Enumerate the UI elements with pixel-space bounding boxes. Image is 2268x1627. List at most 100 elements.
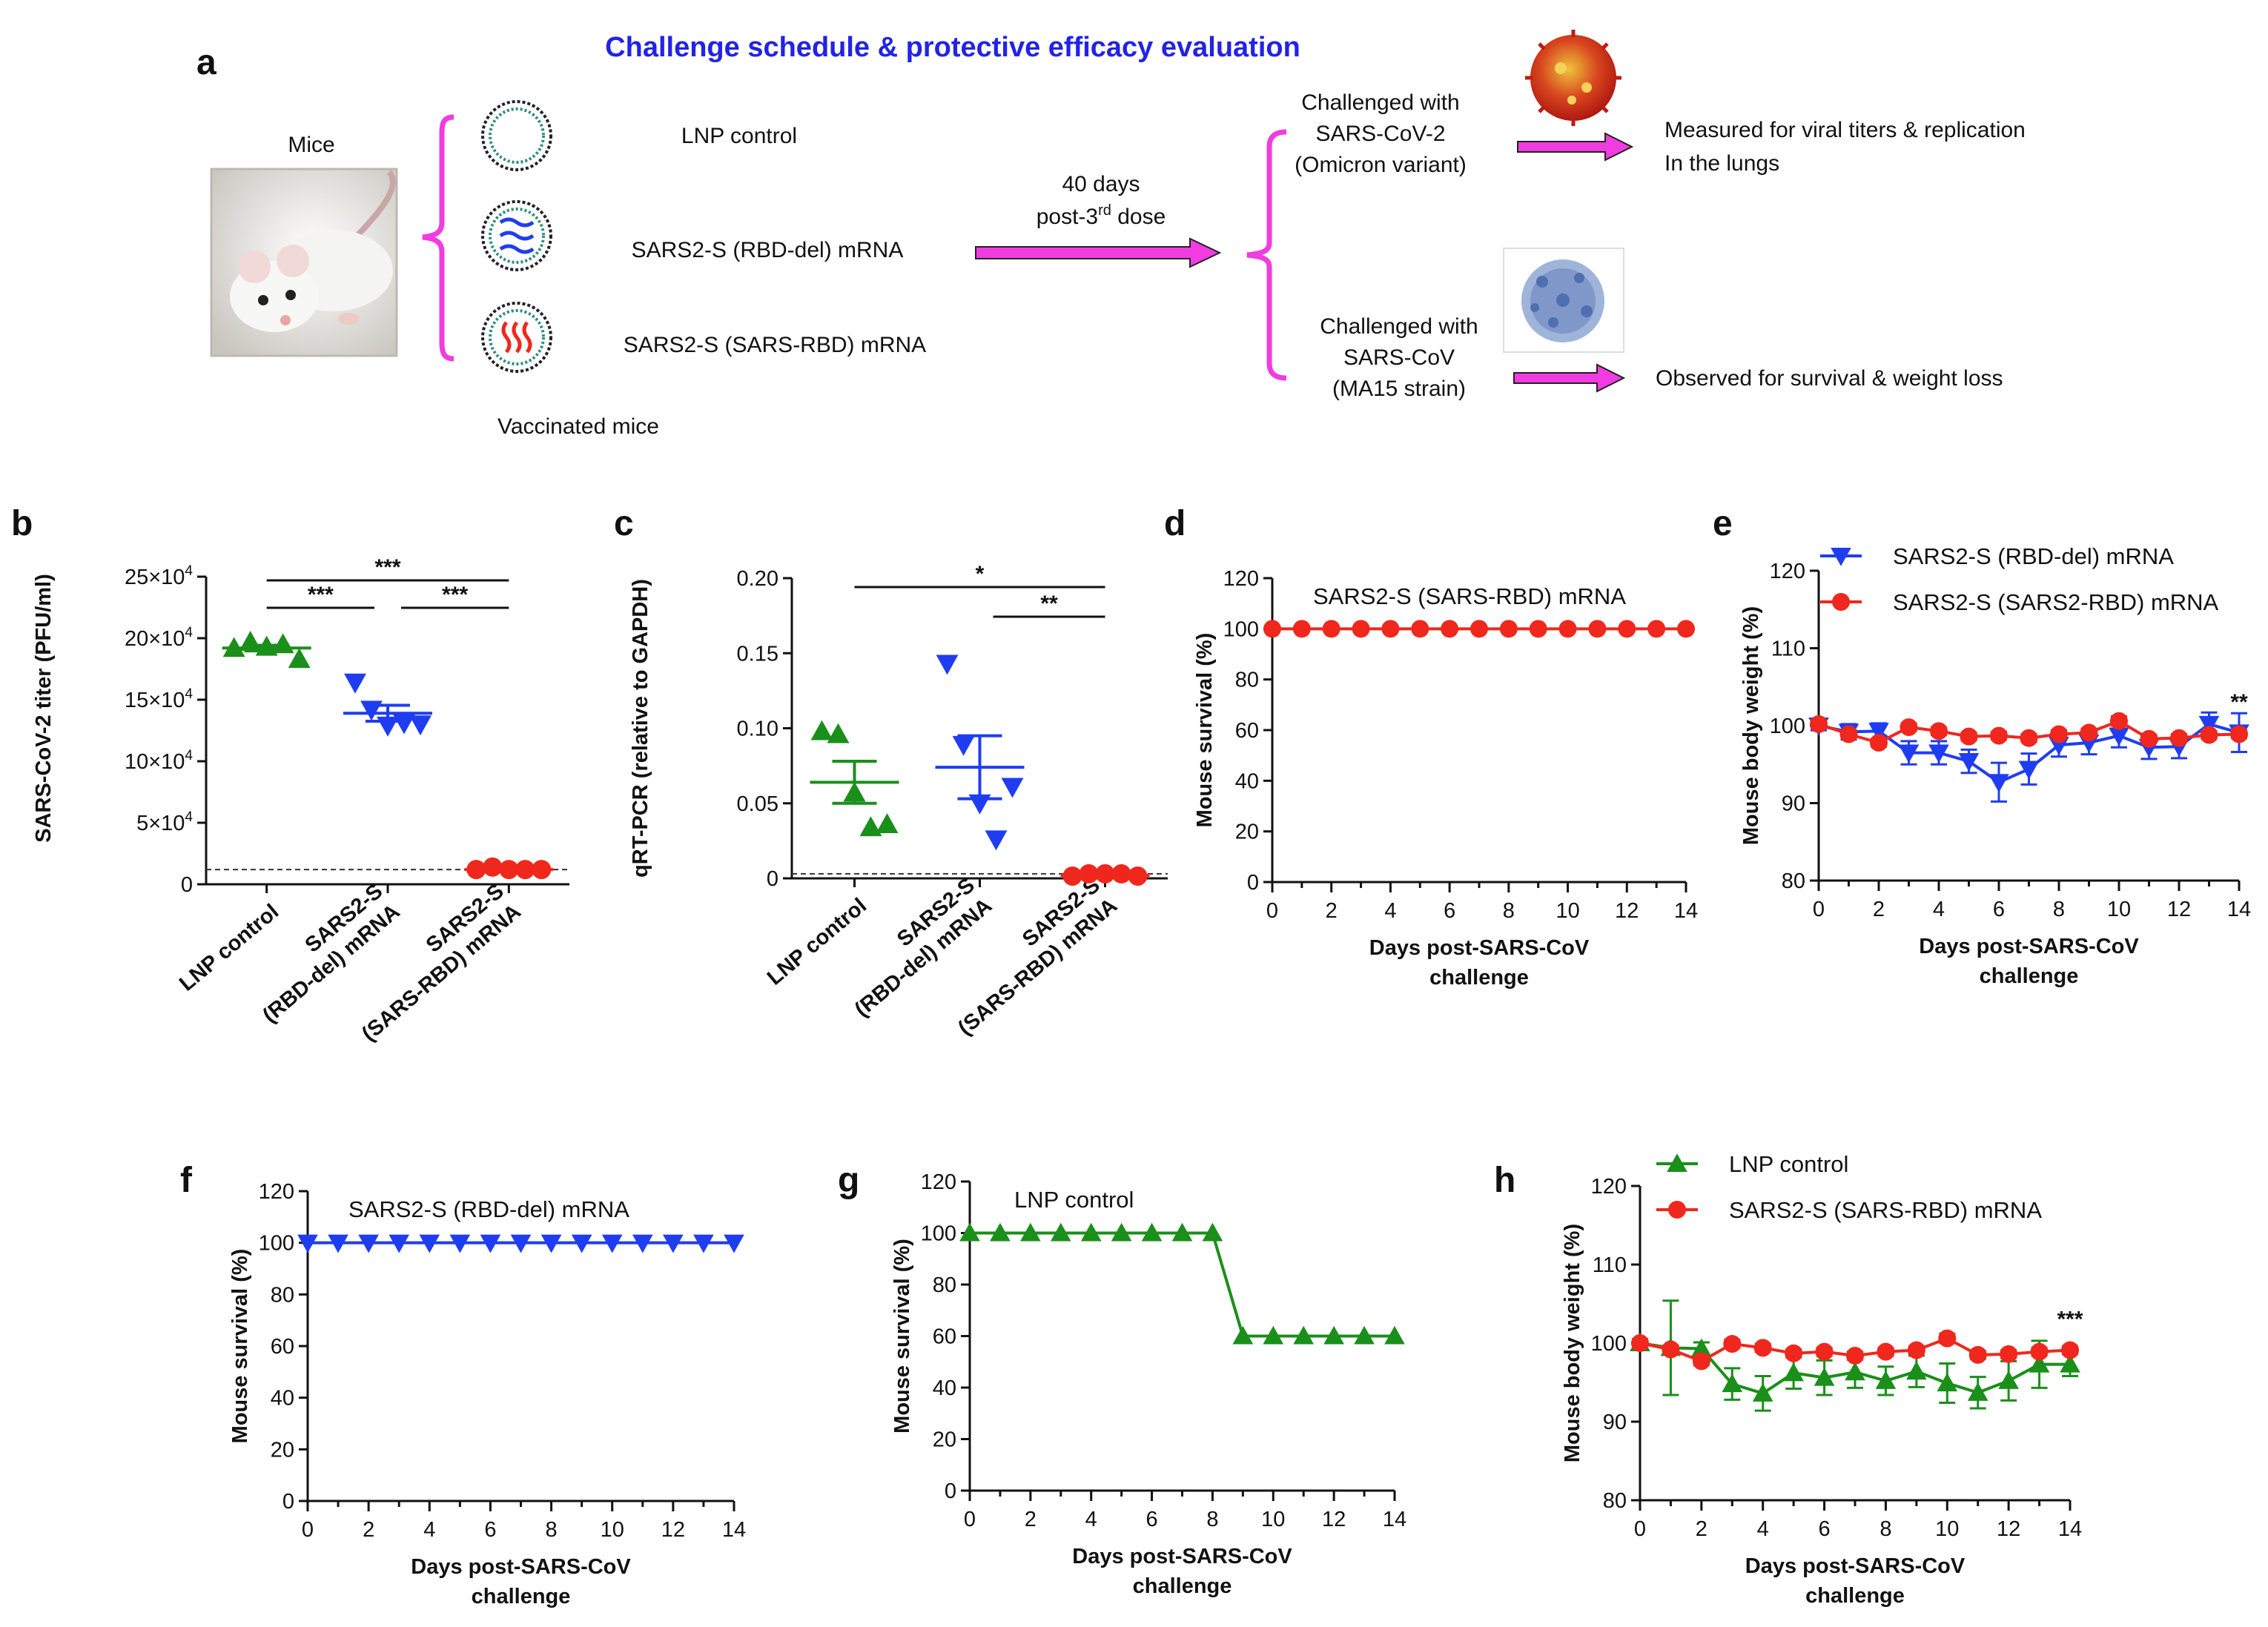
data-point — [1783, 1362, 1804, 1382]
y-tick-label: 20×104 — [125, 625, 193, 651]
x-tick-label: 4 — [1384, 899, 1396, 923]
y-tick-label: 10×104 — [125, 748, 193, 774]
timing-line1: 40 days — [1062, 172, 1140, 196]
data-point — [1141, 1222, 1163, 1242]
x-tick-label: 0 — [302, 1518, 314, 1542]
outcome1-line2: In the lungs — [1664, 151, 1779, 176]
data-point — [1753, 1339, 1772, 1357]
challenge1-line3: (Omicron variant) — [1295, 153, 1467, 177]
chart-f: f 0 20 40 60 80 100 120 0 2 4 6 8 10 12 14 Days post-SAR… — [180, 1161, 746, 1608]
data-point — [1958, 753, 1980, 772]
x-tick-label: 6 — [1146, 1508, 1158, 1531]
data-point — [1988, 774, 2009, 793]
data-point — [1080, 1222, 1102, 1242]
data-point — [1352, 620, 1370, 638]
x-tick-label: 4 — [423, 1518, 435, 1542]
y-tick-label: 5×104 — [136, 809, 193, 835]
data-point — [571, 1234, 592, 1253]
x-tick-label: 14 — [2227, 898, 2251, 921]
significance-label: ** — [1040, 592, 1058, 616]
data-point — [1810, 715, 1828, 733]
x-tick-label: 10 — [601, 1518, 624, 1542]
data-point — [632, 1234, 653, 1253]
data-point — [693, 1234, 714, 1253]
y-tick-label: 80 — [1235, 669, 1259, 692]
panel-label-f: f — [180, 1161, 193, 1200]
challenge1-line2: SARS-CoV-2 — [1315, 122, 1445, 146]
outcome1-arrow — [1517, 132, 1634, 162]
x-tick-label: 2 — [1696, 1517, 1707, 1541]
y-tick-label: 110 — [1771, 637, 1805, 661]
data-point — [1020, 1222, 1041, 1242]
data-point — [2110, 712, 2128, 730]
legend-marker — [1832, 593, 1850, 611]
chart-e: e 80 90 100 110 120 0 2 4 6 8 10 12 14 Days post-SARS-… — [1713, 504, 2251, 988]
x-tick-label: 14 — [1383, 1508, 1406, 1531]
data-point — [1692, 1352, 1710, 1371]
data-point — [1722, 1373, 1743, 1393]
y-tick-exponent: 4 — [185, 686, 193, 702]
x-axis-title: challenge — [1133, 1574, 1232, 1598]
chart-b: b05×10410×10415×10420×10425×104SARS-CoV-… — [11, 504, 569, 1046]
chart-d: d 0 20 40 60 80 100 120 0 2 4 6 8 10 12 14 Days post-SAR… — [1164, 504, 1698, 990]
x-axis-title: Days post-SARS-CoV — [1745, 1554, 1966, 1578]
x-tick-label-group: LNP control — [763, 894, 871, 990]
data-point — [2030, 1342, 2049, 1361]
x-tick-label: 6 — [1993, 898, 2005, 921]
x-tick-label: 10 — [1555, 899, 1579, 923]
x-tick-label: 4 — [1933, 898, 1945, 921]
lnp-icon-rbd-del — [481, 200, 552, 271]
data-point — [1647, 620, 1666, 638]
significance-label: *** — [2057, 1308, 2083, 1332]
data-point — [2080, 723, 2098, 742]
data-point — [1111, 1222, 1132, 1242]
x-axis-title: challenge — [1429, 966, 1529, 990]
y-tick-label: 0 — [1247, 871, 1259, 895]
series-0 — [959, 1222, 1405, 1345]
data-point — [1907, 1341, 1925, 1359]
vaccinated-mice-label: Vaccinated mice — [497, 414, 659, 439]
data-point — [1990, 726, 2008, 745]
x-tick-label: 8 — [546, 1518, 558, 1542]
data-point — [1381, 620, 1400, 638]
group-label-rbd-del: SARS2-S (RBD-del) mRNA — [632, 238, 904, 262]
x-axis-title: Days post-SARS-CoV — [1919, 935, 2139, 958]
y-tick-label: 120 — [259, 1180, 294, 1204]
significance-label: *** — [442, 583, 468, 607]
data-point — [1050, 1222, 1071, 1242]
y-tick-label: 0 — [767, 867, 778, 891]
data-point — [483, 857, 503, 877]
x-tick-label-group: LNP control — [175, 900, 283, 996]
data-point — [1875, 1371, 1897, 1389]
significance-label: *** — [308, 583, 334, 607]
y-tick-exponent: 4 — [185, 748, 193, 763]
chart-panels: b05×10410×10415×10420×10425×104SARS-CoV-… — [11, 504, 2251, 1608]
outcome2-arrow — [1513, 363, 1626, 393]
x-tick-label: 14 — [722, 1518, 746, 1542]
data-point — [1292, 620, 1311, 638]
x-axis-title: challenge — [472, 1585, 571, 1608]
timing-line2: post-3rd dose — [1037, 202, 1166, 229]
sars-cov-virus-icon — [1503, 248, 1624, 353]
data-point — [1938, 1329, 1957, 1348]
x-tick-label: 0 — [964, 1508, 976, 1531]
data-point — [393, 714, 415, 735]
x-tick-label: 12 — [1615, 899, 1639, 923]
y-tick-label: 20 — [933, 1428, 956, 1452]
x-tick-label: 6 — [1444, 899, 1455, 923]
y-axis-title: Mouse body weight (%) — [1561, 1224, 1584, 1462]
series-0 — [1263, 620, 1695, 638]
y-tick-label: 120 — [921, 1170, 956, 1194]
y-tick-label: 100 — [259, 1232, 294, 1256]
data-point — [1845, 1362, 1865, 1381]
data-point — [859, 816, 882, 837]
data-point — [1900, 718, 1918, 737]
x-tick-label: 10 — [1261, 1508, 1285, 1531]
legend-label: LNP control — [1729, 1151, 1848, 1177]
y-axis-title: SARS-CoV-2 titer (PFU/ml) — [32, 574, 56, 843]
panel-label-h: h — [1494, 1161, 1515, 1200]
challenge2-line3: (MA15 strain) — [1332, 377, 1466, 401]
significance-label: ** — [2230, 690, 2248, 715]
data-point — [2020, 729, 2038, 747]
